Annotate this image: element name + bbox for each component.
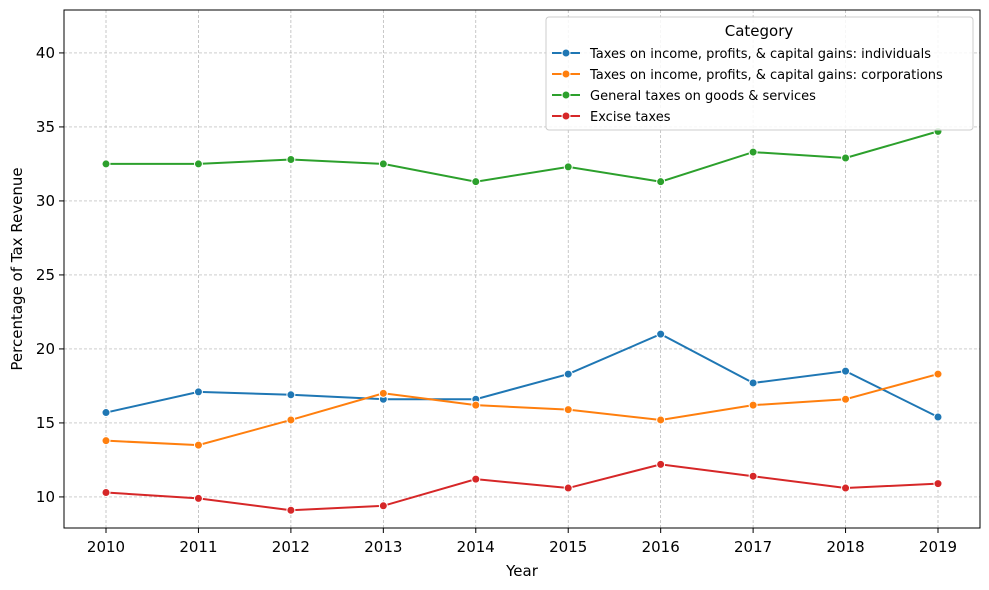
x-tick-label: 2019 [919,538,957,556]
data-point [193,387,203,397]
data-point [563,483,573,493]
data-point [841,483,851,493]
legend-label: Taxes on income, profits, & capital gain… [589,68,943,83]
data-point [563,405,573,415]
x-axis: 2010 2011 2012 2013 2014 2015 2016 2017 2018 2019 [87,528,957,556]
data-point [101,408,111,418]
y-tick-label: 15 [36,414,55,432]
legend-items: Taxes on income, profits, & capital gain… [552,47,943,125]
data-point [193,159,203,169]
data-point [286,505,296,515]
legend-marker [561,48,571,58]
x-tick-label: 2015 [549,538,587,556]
legend: Category Taxes on income, profits, & cap… [545,16,974,131]
data-point [841,394,851,404]
data-point [471,177,481,187]
x-tick-label: 2010 [87,538,125,556]
legend-item: Excise taxes [552,110,671,125]
legend-marker [561,69,571,79]
legend-label: Excise taxes [590,110,671,125]
data-point [748,147,758,157]
legend-marker [561,111,571,121]
legend-item: General taxes on goods & services [552,89,816,104]
series-line [106,130,939,183]
data-point [286,390,296,400]
data-point [563,369,573,379]
data-point [101,159,111,169]
y-tick-label: 20 [36,340,55,358]
legend-label: Taxes on income, profits, & capital gain… [589,47,931,62]
data-point [748,471,758,481]
legend-label: General taxes on goods & services [590,89,816,104]
data-point [101,487,111,497]
x-tick-label: 2016 [642,538,680,556]
series-3 [101,126,943,187]
data-point [656,177,666,187]
x-tick-label: 2018 [826,538,864,556]
data-point [193,440,203,450]
series-4 [101,459,943,515]
series-layer [101,126,943,515]
series-line [105,373,939,447]
data-point [656,459,666,469]
data-point [378,388,388,398]
y-tick-label: 35 [36,118,55,136]
legend-box [545,16,974,131]
plot-frame [63,9,981,529]
series-line [105,463,939,512]
data-point [748,378,758,388]
data-point [101,436,111,446]
data-point [656,329,666,339]
data-point [933,412,943,422]
series-2 [101,369,943,450]
x-tick-label: 2014 [457,538,495,556]
x-tick-label: 2011 [179,538,217,556]
y-tick-label: 30 [36,192,55,210]
data-point [841,153,851,163]
y-axis: 10 15 20 25 30 35 40 [36,44,64,506]
data-point [563,162,573,172]
series-1 [101,329,943,422]
y-axis-title: Percentage of Tax Revenue [8,167,26,370]
x-axis-title: Year [505,562,539,580]
legend-marker [561,90,571,100]
data-point [933,369,943,379]
data-point [748,400,758,410]
legend-item: Taxes on income, profits, & capital gain… [552,47,931,62]
data-point [193,493,203,503]
data-point [286,154,296,164]
data-point [471,400,481,410]
y-tick-label: 25 [36,266,55,284]
data-point [933,479,943,489]
y-tick-label: 10 [36,488,55,506]
data-point [378,501,388,511]
legend-title: Category [725,22,794,40]
data-point [471,474,481,484]
x-tick-label: 2017 [734,538,772,556]
legend-item: Taxes on income, profits, & capital gain… [552,68,943,83]
data-point [841,366,851,376]
series-line [105,333,939,418]
data-point [378,159,388,169]
data-point [656,415,666,425]
data-point [286,415,296,425]
x-tick-label: 2012 [272,538,310,556]
x-tick-label: 2013 [364,538,402,556]
y-tick-label: 40 [36,44,55,62]
